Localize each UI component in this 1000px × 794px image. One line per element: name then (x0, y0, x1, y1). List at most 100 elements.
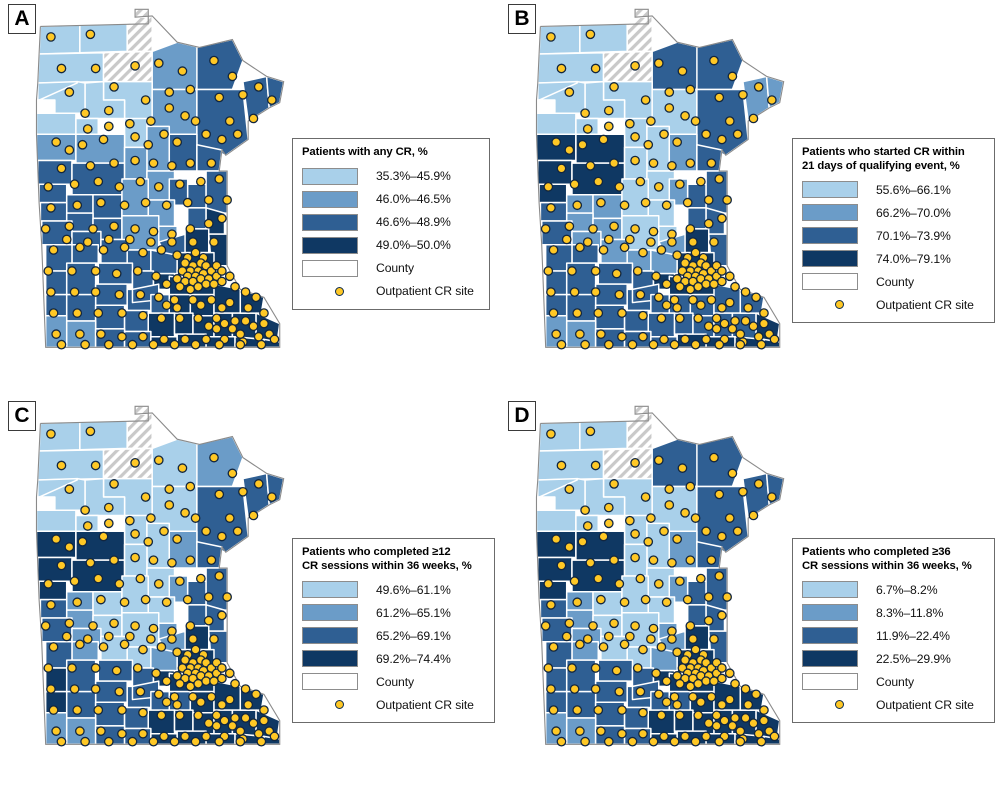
outpatient-cr-site-dot (206, 555, 217, 566)
legend-site-row: Outpatient CR site (802, 693, 985, 716)
outpatient-cr-site-dot (180, 258, 190, 268)
outpatient-cr-site-dot (619, 597, 630, 608)
outpatient-cr-site-dot (714, 736, 725, 747)
outpatient-cr-site-dot (677, 66, 688, 76)
outpatient-cr-site-dot (703, 218, 714, 229)
outpatient-cr-site-dot (138, 644, 148, 655)
legend-title-d: Patients who completed ≥36 CR sessions w… (802, 546, 972, 572)
legend-site-label: Outpatient CR site (876, 297, 974, 312)
outpatient-cr-site-dot (161, 697, 172, 708)
outpatient-cr-site-dot (180, 110, 190, 121)
outpatient-cr-site-dot (724, 297, 735, 308)
outpatient-cr-site-dot (717, 276, 727, 287)
outpatient-cr-site-dot (664, 484, 675, 495)
outpatient-cr-site-dot (253, 728, 264, 739)
outpatient-cr-site-dot (638, 644, 648, 655)
outpatient-cr-site-dot (693, 281, 704, 292)
outpatient-cr-site-dot (690, 736, 701, 747)
outpatient-cr-site-dot (96, 726, 106, 736)
outpatient-cr-site-dot (703, 592, 714, 602)
outpatient-cr-site-dot (672, 137, 683, 147)
outpatient-cr-site-dot (580, 339, 590, 350)
legend-swatch-4 (802, 650, 858, 668)
outpatient-cr-site-dot (248, 510, 259, 521)
outpatient-cr-site-dot (103, 234, 114, 245)
outpatient-cr-site-dot (201, 731, 211, 742)
outpatient-cr-site-dot (690, 247, 701, 258)
outpatient-cr-site-dot (167, 229, 177, 240)
outpatient-cr-site-dot (40, 224, 51, 234)
outpatient-cr-site-dot (182, 594, 193, 605)
outpatient-cr-site-dot (135, 289, 146, 300)
outpatient-cr-site-dot (90, 287, 101, 297)
legend-county-row: County (302, 670, 485, 693)
outpatient-cr-site-dot (727, 468, 738, 479)
outpatient-cr-site-dot (546, 429, 556, 439)
outpatient-cr-site-dot (51, 726, 62, 736)
legend-swatch-2 (802, 604, 858, 622)
outpatient-cr-site-dot (256, 736, 267, 747)
legend-swatch-county (802, 673, 858, 691)
outpatient-cr-site-dot (43, 266, 54, 276)
outpatient-cr-site-dot (256, 339, 267, 350)
outpatient-cr-site-dot (172, 137, 183, 147)
outpatient-cr-site-dot (659, 129, 669, 140)
outpatient-cr-site-dot (643, 139, 654, 150)
outpatient-cr-site-dot (548, 245, 559, 255)
outpatient-cr-site-dot (61, 631, 72, 642)
outpatient-cr-site-dot (193, 281, 204, 292)
outpatient-cr-site-dot (556, 63, 567, 74)
outpatient-cr-site-dot (153, 578, 164, 589)
outpatient-cr-site-dot (735, 736, 746, 747)
outpatient-cr-site-dot (575, 329, 585, 339)
outpatient-cr-site-dot (119, 597, 130, 608)
outpatient-cr-site-dot (551, 726, 562, 736)
outpatient-cr-site-dot (193, 313, 204, 324)
outpatient-cr-site-dot (690, 644, 701, 655)
outpatient-cr-site-dot (596, 197, 606, 208)
legend-site-label: Outpatient CR site (376, 284, 474, 299)
outpatient-cr-site-dot (206, 692, 217, 702)
outpatient-cr-site-dot (103, 631, 114, 642)
outpatient-cr-site-dot (640, 594, 651, 605)
legend-class-row: 6.7%–8.2% (802, 578, 985, 601)
outpatient-cr-site-dots (40, 29, 280, 350)
outpatient-cr-site-dot (751, 689, 761, 700)
outpatient-cr-site-dot (701, 279, 711, 289)
outpatient-cr-site-dot (82, 521, 93, 531)
outpatient-cr-site-dot (46, 600, 56, 610)
outpatient-cr-site-dot (593, 308, 604, 318)
outpatient-cr-site-dot (756, 736, 767, 747)
outpatient-cr-site-dot (688, 634, 698, 644)
outpatient-cr-site-dot (656, 710, 667, 721)
outpatient-cr-site-dot (714, 489, 725, 500)
outpatient-cr-site-dot (651, 668, 661, 679)
outpatient-cr-site-dot (648, 339, 659, 350)
outpatient-cr-site-dot (64, 542, 75, 552)
outpatient-cr-site-dot (709, 55, 719, 66)
outpatient-cr-site-dot (664, 87, 675, 98)
outpatient-cr-site-dot (701, 731, 711, 742)
outpatient-cr-site-dot (185, 481, 196, 492)
outpatient-cr-site-dot (753, 331, 764, 342)
outpatient-cr-site-dot (172, 647, 183, 658)
outpatient-cr-site-dot (743, 302, 754, 313)
outpatient-cr-site-dot (667, 229, 677, 240)
outpatient-cr-site-dot (230, 316, 240, 326)
outpatient-cr-site-dot (164, 500, 175, 510)
county-roseau (79, 420, 128, 451)
minnesota-choropleth-map-b (535, 8, 785, 350)
outpatient-cr-site-dot (661, 300, 672, 311)
outpatient-cr-site-dot (703, 321, 714, 332)
outpatient-cr-site-dot (253, 82, 264, 92)
outpatient-cr-site-dot (635, 176, 646, 187)
outpatient-cr-site-dot (546, 32, 556, 42)
outpatient-cr-site-dot (548, 705, 559, 715)
outpatient-cr-site-dot (667, 634, 677, 644)
legend-swatch-3 (302, 213, 358, 231)
outpatient-cr-site-dot (201, 526, 211, 537)
outpatient-cr-site-dot (48, 308, 59, 318)
outpatient-cr-site-dot (717, 531, 727, 542)
outpatient-cr-site-dot (580, 108, 590, 119)
outpatient-cr-site-dot (680, 334, 690, 345)
